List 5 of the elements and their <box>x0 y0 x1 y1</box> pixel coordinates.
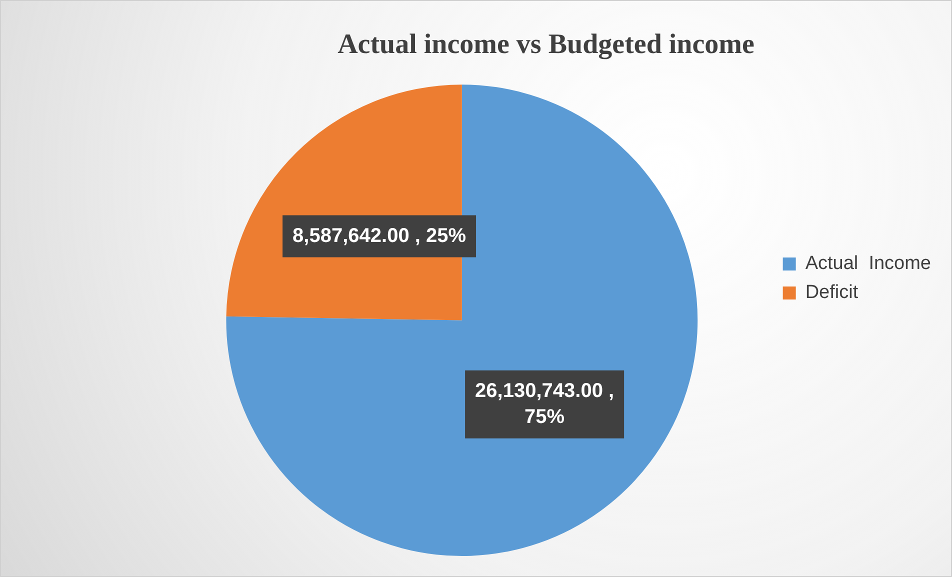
data-label: 26,130,743.00 , 75% <box>475 380 614 428</box>
data-label: 8,587,642.00 , 25% <box>292 224 466 247</box>
legend-label: Actual Income <box>805 253 931 274</box>
chart-title: Actual income vs Budgeted income <box>338 29 754 60</box>
legend-label: Deficit <box>805 282 859 304</box>
